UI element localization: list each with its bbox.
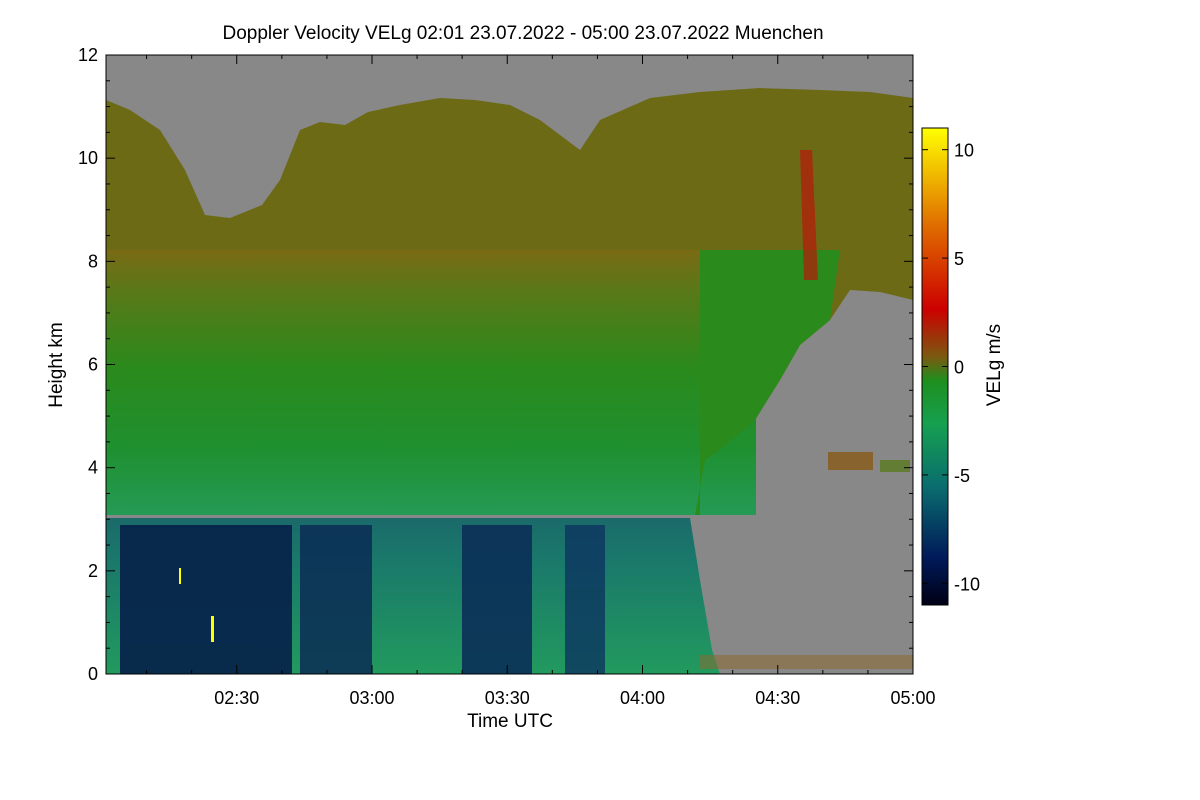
colorbar-axis: 10 5 0 -5 -10 — [922, 141, 980, 594]
isolated-echo — [828, 452, 873, 470]
y-axis: 0 2 4 6 8 10 12 — [78, 45, 913, 684]
plot-area — [106, 55, 913, 674]
updraft-streak — [800, 150, 818, 280]
y-tick-label: 2 — [88, 561, 98, 581]
x-axis-label: Time UTC — [467, 711, 553, 732]
mid-echo-region — [106, 250, 756, 515]
colorbar-tick-label: 0 — [954, 358, 964, 378]
x-tick-label: 04:30 — [755, 688, 800, 708]
y-tick-label: 0 — [88, 664, 98, 684]
yellow-speck — [211, 616, 214, 642]
isolated-echo — [880, 460, 910, 472]
mid-echo-right — [695, 250, 840, 515]
y-tick-label: 10 — [78, 148, 98, 168]
colorbar-label: VELg m/s — [984, 324, 1005, 406]
colorbar-tick-label: -10 — [954, 574, 980, 594]
y-tick-label: 8 — [88, 251, 98, 271]
y-axis-label: Height km — [46, 322, 67, 408]
x-tick-label: 03:00 — [349, 688, 394, 708]
downdraft-core-3 — [462, 525, 532, 674]
downdraft-core-1 — [120, 525, 292, 674]
y-tick-label: 6 — [88, 355, 98, 375]
colorbar-tick-label: -5 — [954, 466, 970, 486]
colorbar-tick-label: 10 — [954, 141, 974, 161]
x-tick-label: 04:00 — [620, 688, 665, 708]
x-tick-label: 05:00 — [890, 688, 935, 708]
x-tick-label: 03:30 — [485, 688, 530, 708]
x-tick-label: 02:30 — [214, 688, 259, 708]
ground-clutter — [700, 655, 913, 669]
y-tick-label: 12 — [78, 45, 98, 65]
yellow-speck — [179, 568, 181, 584]
downdraft-core-2 — [300, 525, 372, 674]
x-axis: 02:30 03:00 03:30 04:00 04:30 05:00 — [146, 55, 936, 708]
colorbar-tick-label: 5 — [954, 249, 964, 269]
chart-title: Doppler Velocity VELg 02:01 23.07.2022 -… — [222, 23, 823, 44]
downdraft-core-4 — [565, 525, 605, 674]
y-tick-label: 4 — [88, 458, 98, 478]
